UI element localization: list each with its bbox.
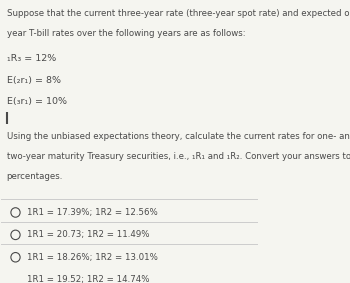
Text: 1R1 = 17.39%; 1R2 = 12.56%: 1R1 = 17.39%; 1R2 = 12.56% [27, 208, 158, 217]
Text: 1R1 = 18.26%; 1R2 = 13.01%: 1R1 = 18.26%; 1R2 = 13.01% [27, 253, 158, 262]
Text: Using the unbiased expectations theory, calculate the current rates for one- and: Using the unbiased expectations theory, … [7, 132, 350, 141]
Text: E(₃r₁) = 10%: E(₃r₁) = 10% [7, 97, 66, 106]
Text: percentages.: percentages. [7, 171, 63, 181]
Text: Suppose that the current three-year rate (three-year spot rate) and expected one: Suppose that the current three-year rate… [7, 9, 350, 18]
Text: ₁R₃ = 12%: ₁R₃ = 12% [7, 54, 56, 63]
Text: E(₂r₁) = 8%: E(₂r₁) = 8% [7, 76, 61, 85]
Text: two-year maturity Treasury securities, i.e., ₁R₁ and ₁R₂. Convert your answers t: two-year maturity Treasury securities, i… [7, 152, 350, 161]
Text: 1R1 = 20.73; 1R2 = 11.49%: 1R1 = 20.73; 1R2 = 11.49% [27, 230, 149, 239]
Text: year T-bill rates over the following years are as follows:: year T-bill rates over the following yea… [7, 29, 245, 38]
Text: 1R1 = 19.52; 1R2 = 14.74%: 1R1 = 19.52; 1R2 = 14.74% [27, 275, 149, 283]
